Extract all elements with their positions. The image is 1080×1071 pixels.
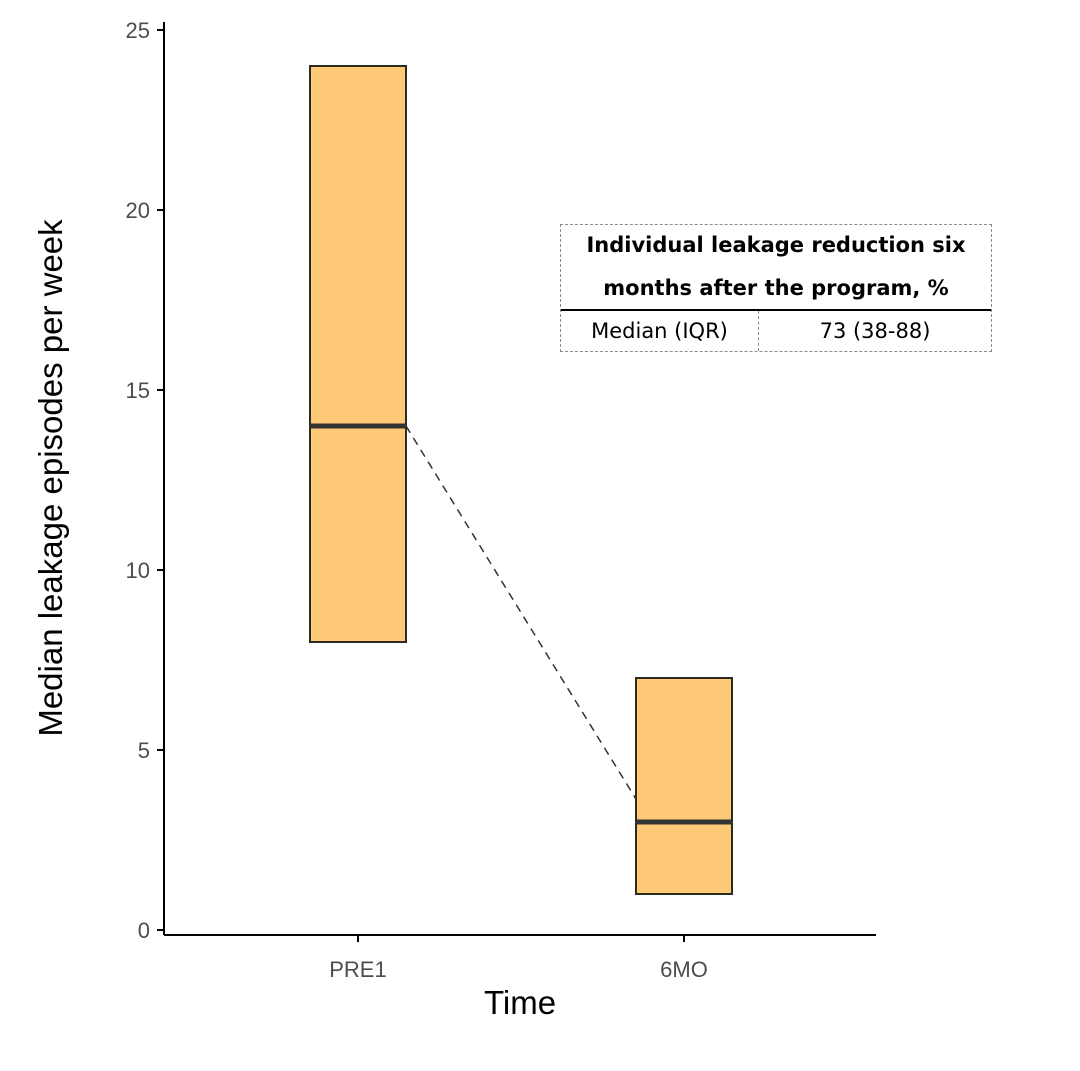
median-connector-line — [405, 425, 645, 813]
box-pre1 — [309, 65, 407, 643]
y-tick-label: 10 — [126, 558, 150, 583]
chart-marks — [309, 65, 733, 895]
y-tick-label: 25 — [126, 18, 150, 43]
y-tick-label: 15 — [126, 378, 150, 403]
y-tick-label: 5 — [138, 738, 150, 763]
axes: 0 5 10 15 20 25 PRE1 6MO — [126, 18, 876, 982]
x-tick-label: PRE1 — [329, 957, 386, 982]
y-tick-label: 0 — [138, 918, 150, 943]
x-axis-title: Time — [484, 984, 556, 1021]
summary-table-row: Median (IQR) 73 (38-88) — [561, 311, 991, 351]
y-tick-label: 20 — [126, 198, 150, 223]
y-axis-title: Median leakage episodes per week — [32, 219, 69, 737]
reduction-summary-table: Individual leakage reduction six months … — [560, 224, 992, 352]
summary-title-line-1: Individual leakage reduction six — [586, 233, 966, 257]
x-tick-label: 6MO — [660, 957, 708, 982]
summary-table-title: Individual leakage reduction six months … — [561, 225, 991, 311]
summary-row-value: 73 (38-88) — [819, 319, 931, 343]
summary-row-label: Median (IQR) — [561, 311, 759, 351]
box-6mo — [635, 677, 733, 895]
summary-title-line-2: months after the program, % — [603, 276, 949, 300]
